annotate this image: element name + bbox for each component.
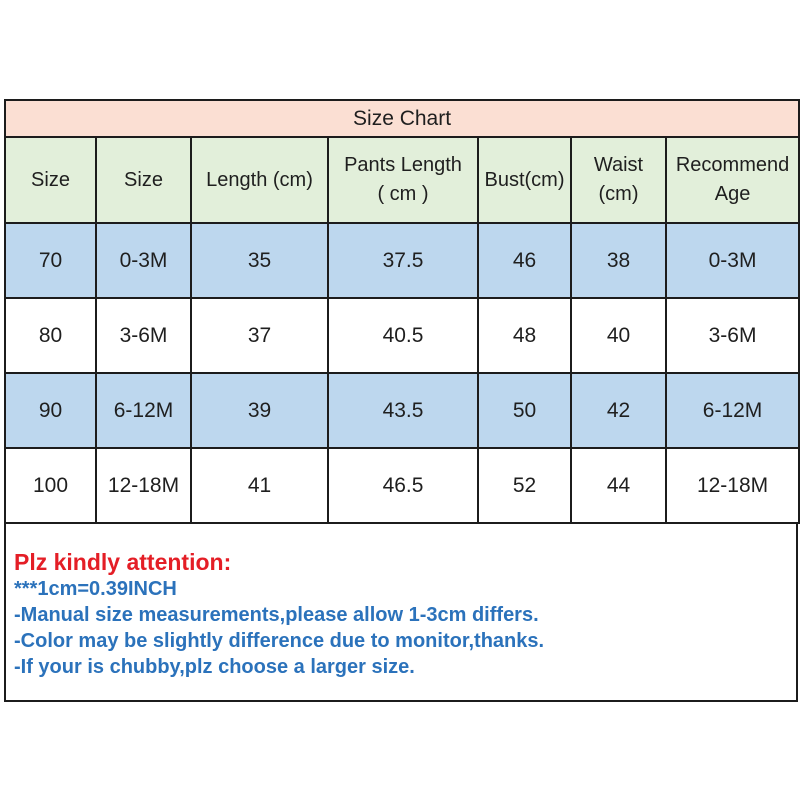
- table-row-100: 100 12-18M 41 46.5 52 44 12-18M: [4, 447, 800, 524]
- note-line-measurement: -Manual size measurements,please allow 1…: [14, 604, 539, 626]
- table-cell: 12-18M: [664, 447, 800, 524]
- table-cell: 90: [4, 372, 97, 449]
- table-cell: 50: [477, 372, 572, 449]
- table-cell: 80: [4, 297, 97, 374]
- column-header-waist: Waist (cm): [570, 136, 667, 224]
- size-chart-container: Size Chart Size Size Length (cm) Pants L…: [3, 99, 800, 702]
- table-cell: 6-12M: [664, 372, 800, 449]
- table-row-80: 80 3-6M 37 40.5 48 40 3-6M: [4, 297, 800, 374]
- column-header-bust: Bust(cm): [477, 136, 572, 224]
- table-cell: 37: [190, 297, 329, 374]
- header-row: Size Size Length (cm) Pants Length ( cm …: [4, 136, 800, 224]
- table-row-70: 70 0-3M 35 37.5 46 38 0-3M: [4, 222, 800, 299]
- table-cell: 44: [570, 447, 667, 524]
- table-cell: 46: [477, 222, 572, 299]
- note-line-chubby: -If your is chubby,plz choose a larger s…: [14, 656, 415, 678]
- table-cell: 41: [190, 447, 329, 524]
- table-row-90: 90 6-12M 39 43.5 50 42 6-12M: [4, 372, 800, 449]
- column-header-pants-length: Pants Length ( cm ): [327, 136, 479, 224]
- table-cell: 37.5: [327, 222, 479, 299]
- table-cell: 35: [190, 222, 329, 299]
- column-header-size-months: Size: [95, 136, 192, 224]
- note-line-conversion: ***1cm=0.39INCH: [14, 578, 177, 600]
- column-header-recommend-age: Recommend Age: [664, 136, 800, 224]
- table-cell: 0-3M: [664, 222, 800, 299]
- table-cell: 52: [477, 447, 572, 524]
- size-chart-table: Size Chart Size Size Length (cm) Pants L…: [3, 99, 800, 524]
- column-header-size: Size: [4, 136, 97, 224]
- table-cell: 100: [4, 447, 97, 524]
- table-cell: 46.5: [327, 447, 479, 524]
- notes-box: Plz kindly attention: ***1cm=0.39INCH -M…: [4, 522, 798, 702]
- table-cell: 39: [190, 372, 329, 449]
- table-cell: 42: [570, 372, 667, 449]
- table-cell: 48: [477, 297, 572, 374]
- table-cell: 38: [570, 222, 667, 299]
- title-row: Size Chart: [3, 99, 800, 138]
- table-cell: 3-6M: [664, 297, 800, 374]
- table-cell: 70: [4, 222, 97, 299]
- table-cell: 40.5: [327, 297, 479, 374]
- table-cell: 40: [570, 297, 667, 374]
- table-cell: 6-12M: [95, 372, 192, 449]
- table-cell: 3-6M: [95, 297, 192, 374]
- column-header-length: Length (cm): [190, 136, 329, 224]
- note-line-color: -Color may be slightly difference due to…: [14, 630, 545, 652]
- table-cell: 12-18M: [95, 447, 192, 524]
- table-cell: 0-3M: [95, 222, 192, 299]
- chart-title: Size Chart: [3, 99, 800, 138]
- table-cell: 43.5: [327, 372, 479, 449]
- note-heading: Plz kindly attention:: [14, 549, 232, 575]
